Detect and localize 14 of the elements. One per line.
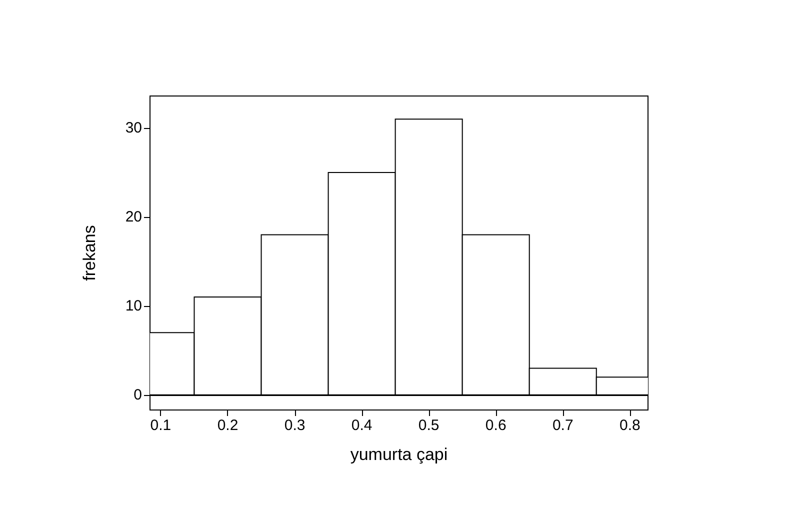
y-tick-label: 30 [125,120,142,137]
y-tick-label: 10 [125,297,142,314]
x-tick-label: 0.1 [150,417,172,434]
x-tick-label: 0.5 [418,417,440,434]
y-tick-label: 20 [125,208,142,226]
x-tick-label: 0.4 [351,417,372,434]
x-tick-label: 0.2 [217,417,238,434]
x-tick-label: 0.6 [485,417,506,434]
y-axis-title: frekans [80,225,99,281]
x-axis-title: yumurta çapi [350,445,448,464]
x-tick-label: 0.7 [552,417,574,434]
y-tick-label: 0 [134,386,142,404]
x-tick-label: 0.3 [284,417,306,434]
x-tick-label: 0.8 [619,417,640,434]
